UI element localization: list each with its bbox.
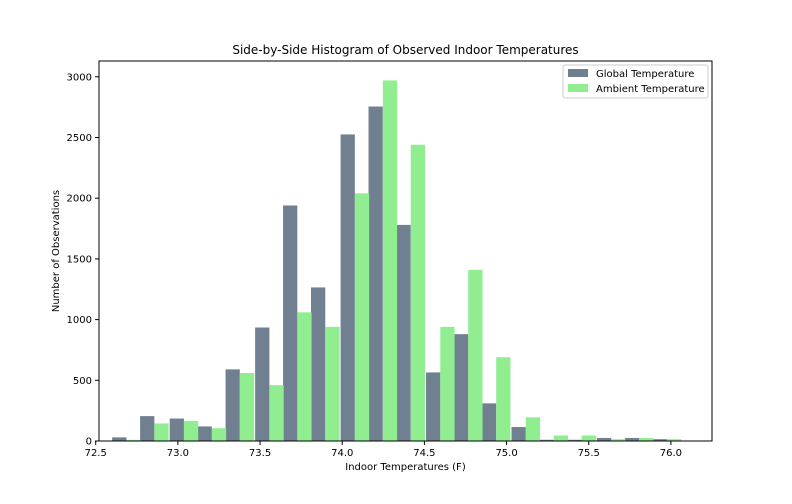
chart-title: Side-by-Side Histogram of Observed Indoo…	[232, 43, 578, 57]
bar-ambient-18	[639, 437, 654, 441]
bar-global-8	[340, 134, 355, 441]
bar-global-10	[396, 224, 411, 441]
bar-global-14	[511, 427, 526, 441]
bar-ambient-13	[496, 357, 511, 441]
y-tick-label: 2500	[67, 133, 92, 144]
x-tick-label: 74.0	[331, 448, 353, 459]
y-axis-label: Number of Observations	[51, 190, 62, 312]
y-tick-label: 1000	[67, 315, 92, 326]
x-tick-label: 73.0	[167, 448, 189, 459]
bar-ambient-11	[440, 326, 455, 441]
bar-global-13	[481, 403, 497, 441]
bar-ambient-2	[183, 420, 199, 441]
bar-global-19	[652, 439, 668, 441]
bar-ambient-19	[667, 439, 682, 441]
bar-global-17	[596, 437, 612, 441]
bar-ambient-16	[581, 435, 596, 441]
legend: Global Temperature Ambient Temperature	[562, 64, 709, 99]
x-tick-label: 75.0	[495, 448, 517, 459]
legend-swatch-ambient	[568, 84, 588, 92]
bar-ambient-3	[211, 428, 227, 441]
bar-ambient-9	[382, 80, 398, 442]
bar-ambient-0	[126, 439, 141, 441]
y-tick-label: 0	[86, 437, 92, 448]
bar-ambient-7	[325, 326, 340, 441]
bar-ambient-5	[269, 385, 284, 441]
bar-global-3	[197, 426, 212, 441]
y-tick-label: 2000	[67, 194, 92, 205]
bar-global-18	[624, 437, 640, 441]
x-axis: 72.5 73.0 73.5 74.0 74.5 75.0 75.5 76.0	[85, 441, 682, 459]
bar-global-7	[311, 287, 326, 441]
legend-label-ambient: Ambient Temperature	[596, 84, 705, 95]
bar-ambient-1	[154, 423, 169, 441]
bar-global-1	[140, 416, 155, 441]
y-tick-label: 1500	[67, 254, 92, 265]
bar-global-11	[426, 372, 441, 441]
bar-global-9	[368, 106, 383, 441]
bars-layer	[112, 80, 682, 442]
bar-global-0	[112, 437, 127, 441]
plot-frame	[98, 60, 713, 442]
bar-global-6	[283, 205, 298, 441]
x-axis-label: Indoor Temperatures (F)	[345, 462, 466, 473]
y-tick-label: 3000	[67, 72, 92, 83]
bar-ambient-15	[553, 435, 568, 441]
bar-ambient-8	[354, 193, 370, 441]
x-tick-label: 76.0	[660, 448, 682, 459]
x-tick-label: 75.5	[578, 448, 600, 459]
bar-global-12	[453, 334, 469, 441]
x-tick-label: 73.5	[249, 448, 271, 459]
bar-ambient-17	[611, 439, 626, 441]
bar-ambient-4	[239, 373, 255, 441]
bar-global-5	[255, 327, 270, 441]
bar-global-4	[225, 369, 240, 441]
legend-swatch-global	[568, 69, 588, 77]
x-tick-label: 74.5	[413, 448, 435, 459]
bar-ambient-14	[525, 417, 541, 441]
bar-global-16	[567, 439, 582, 441]
y-tick-label: 500	[73, 376, 92, 387]
bar-ambient-6	[297, 312, 312, 441]
legend-label-global: Global Temperature	[596, 69, 694, 80]
bar-global-15	[539, 439, 554, 441]
x-tick-label: 72.5	[85, 448, 107, 459]
y-axis: 0 500 1000 1500 2000 2500 3000	[67, 72, 99, 448]
bar-ambient-12	[468, 269, 483, 441]
bar-global-2	[169, 418, 184, 441]
legend-box	[562, 64, 709, 99]
bar-ambient-10	[410, 144, 425, 441]
